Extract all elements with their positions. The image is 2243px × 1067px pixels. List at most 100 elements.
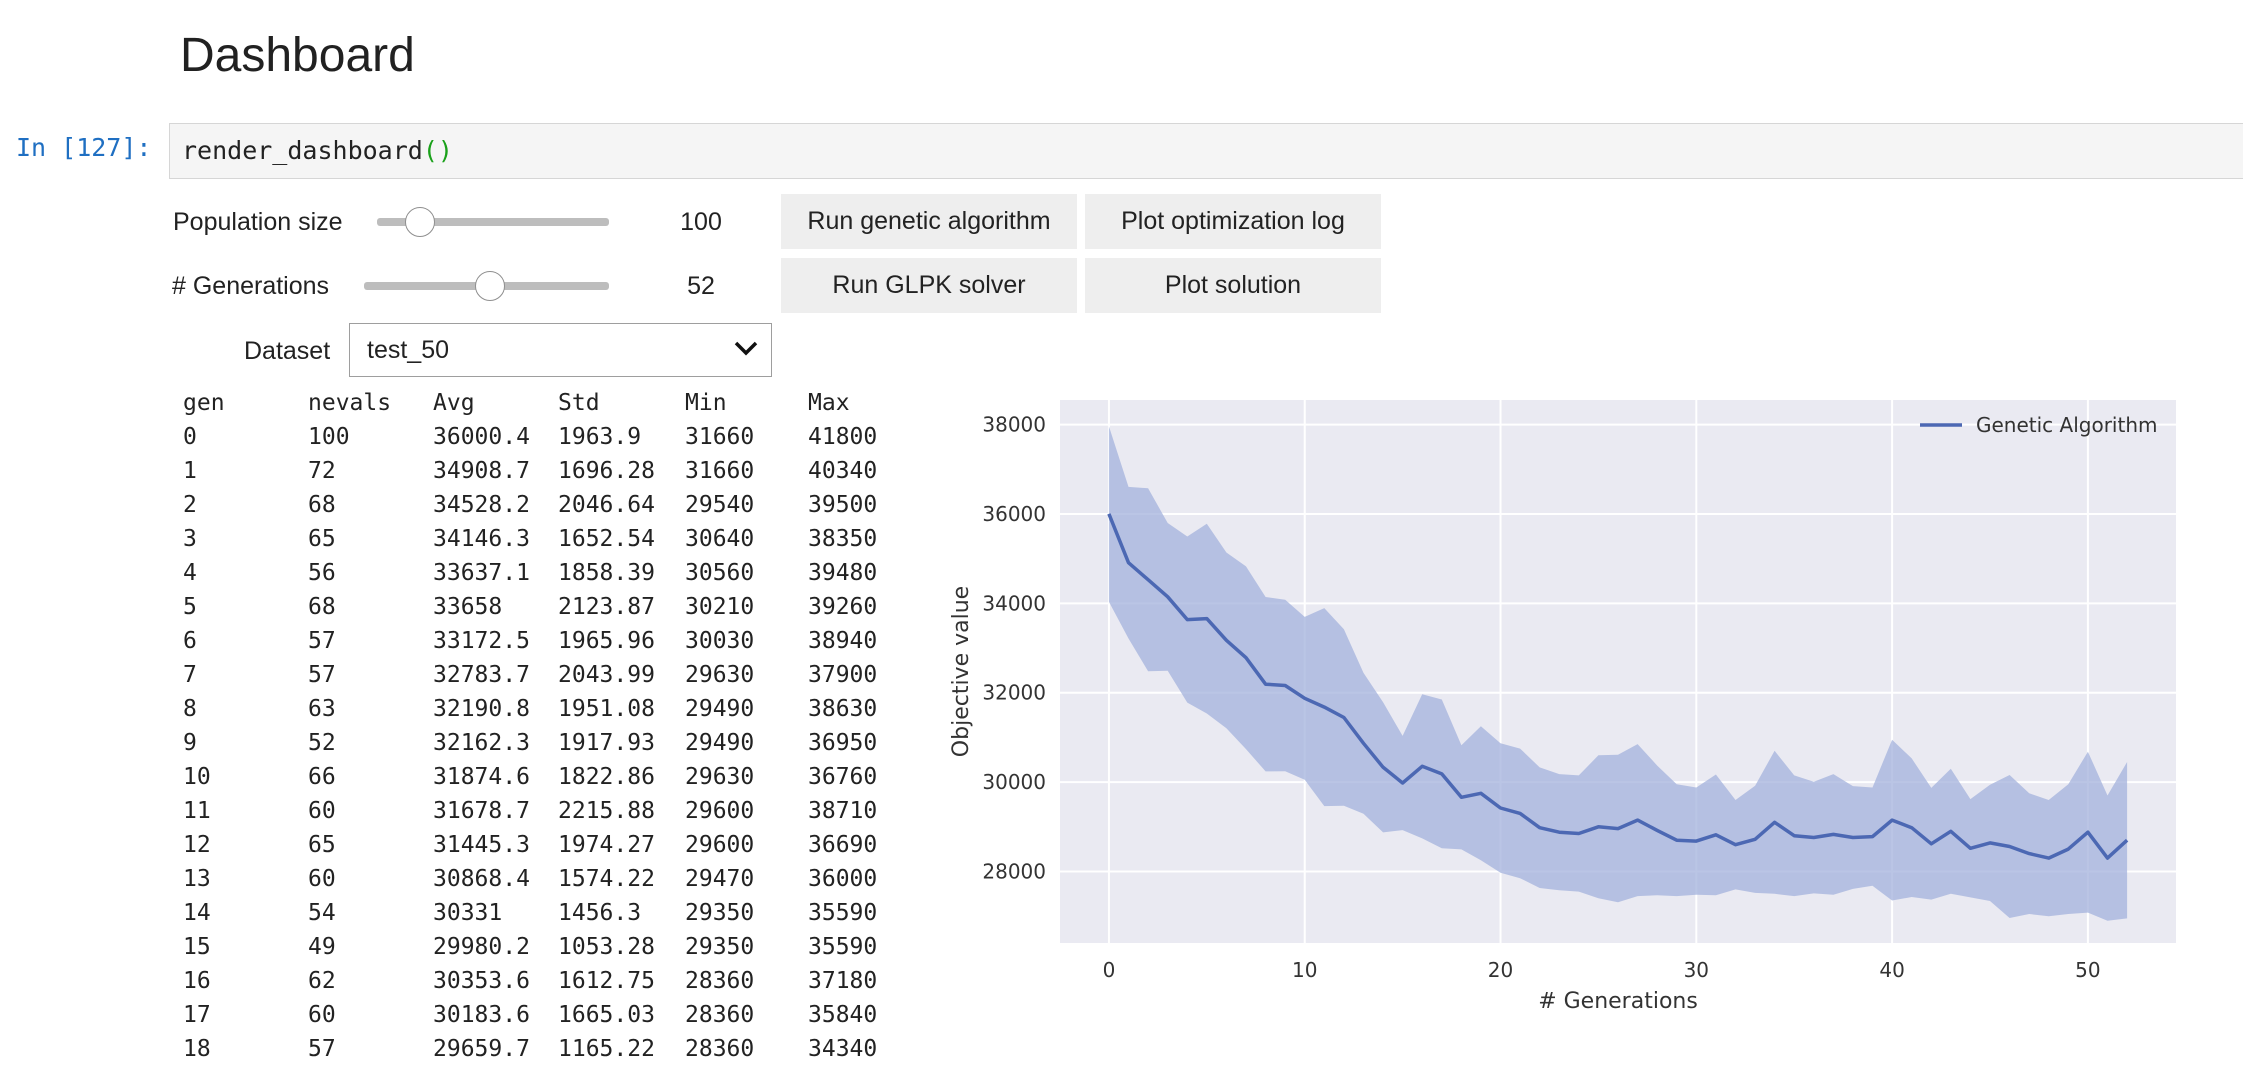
run-glpk-solver-button[interactable]: Run GLPK solver xyxy=(781,258,1077,313)
table-cell: 28360 xyxy=(685,1036,755,1062)
table-cell: 29600 xyxy=(685,832,755,858)
table-cell: 68 xyxy=(308,492,336,518)
plot-solution-button[interactable]: Plot solution xyxy=(1085,258,1381,313)
column-header: Min xyxy=(685,390,727,416)
table-row: 4 56 33637.1 1858.39 30560 39480 xyxy=(183,556,898,590)
table-row: 1 72 34908.7 1696.28 31660 40340 xyxy=(183,454,898,488)
table-cell: 1696.28 xyxy=(558,458,655,484)
table-cell: 31678.7 xyxy=(433,798,530,824)
run-genetic-algorithm-button[interactable]: Run genetic algorithm xyxy=(781,194,1077,249)
x-tick-label: 10 xyxy=(1292,958,1317,982)
x-tick-label: 0 xyxy=(1103,958,1116,982)
table-row: 9 52 32162.3 1917.93 29490 36950 xyxy=(183,726,898,760)
y-axis-label: Objective value xyxy=(949,586,974,757)
table-cell: 31660 xyxy=(685,424,755,450)
table-row: 3 65 34146.3 1652.54 30640 38350 xyxy=(183,522,898,556)
table-cell: 1917.93 xyxy=(558,730,655,756)
table-cell: 1612.75 xyxy=(558,968,655,994)
plot-optimization-log-button[interactable]: Plot optimization log xyxy=(1085,194,1381,249)
code-input[interactable]: render_dashboard() xyxy=(182,136,453,165)
dataset-selected-value: test_50 xyxy=(367,336,450,364)
table-cell: 35840 xyxy=(808,1002,878,1028)
table-cell: 28360 xyxy=(685,968,755,994)
population-size-slider[interactable] xyxy=(377,218,609,226)
table-row: 2 68 34528.2 2046.64 29540 39500 xyxy=(183,488,898,522)
column-header: gen xyxy=(183,390,225,416)
table-cell: 65 xyxy=(308,832,336,858)
table-cell: 36690 xyxy=(808,832,878,858)
table-cell: 2 xyxy=(183,492,197,518)
population-size-label: Population size xyxy=(173,208,343,236)
column-header: Std xyxy=(558,390,600,416)
generations-slider-handle[interactable] xyxy=(475,271,506,301)
table-cell: 30868.4 xyxy=(433,866,530,892)
table-row: 16 62 30353.6 1612.75 28360 37180 xyxy=(183,964,898,998)
table-cell: 41800 xyxy=(808,424,878,450)
table-cell: 34908.7 xyxy=(433,458,530,484)
table-cell: 31445.3 xyxy=(433,832,530,858)
table-cell: 62 xyxy=(308,968,336,994)
table-cell: 36950 xyxy=(808,730,878,756)
table-cell: 37180 xyxy=(808,968,878,994)
table-cell: 5 xyxy=(183,594,197,620)
table-cell: 29490 xyxy=(685,696,755,722)
dataset-dropdown[interactable]: test_50 xyxy=(349,323,772,377)
table-cell: 30353.6 xyxy=(433,968,530,994)
table-cell: 34340 xyxy=(808,1036,878,1062)
table-cell: 2046.64 xyxy=(558,492,655,518)
table-cell: 31874.6 xyxy=(433,764,530,790)
table-cell: 17 xyxy=(183,1002,211,1028)
table-row: 10 66 31874.6 1822.86 29630 36760 xyxy=(183,760,898,794)
generations-value: 52 xyxy=(687,272,715,300)
table-cell: 1822.86 xyxy=(558,764,655,790)
population-size-slider-handle[interactable] xyxy=(404,207,435,237)
y-tick-label: 32000 xyxy=(982,681,1046,705)
code-cell[interactable]: render_dashboard() xyxy=(169,123,2243,179)
table-row: 6 57 33172.5 1965.96 30030 38940 xyxy=(183,624,898,658)
table-row: 14 54 30331 1456.3 29350 35590 xyxy=(183,896,898,930)
chevron-down-icon xyxy=(734,341,758,356)
table-cell: 34528.2 xyxy=(433,492,530,518)
table-row: 11 60 31678.7 2215.88 29600 38710 xyxy=(183,794,898,828)
column-header: Avg xyxy=(433,390,475,416)
table-cell: 65 xyxy=(308,526,336,552)
table-cell: 38940 xyxy=(808,628,878,654)
y-tick-label: 38000 xyxy=(982,413,1046,437)
x-tick-label: 50 xyxy=(2075,958,2100,982)
table-cell: 18 xyxy=(183,1036,211,1062)
table-row: 7 57 32783.7 2043.99 29630 37900 xyxy=(183,658,898,692)
table-cell: 1665.03 xyxy=(558,1002,655,1028)
table-cell: 8 xyxy=(183,696,197,722)
table-cell: 40340 xyxy=(808,458,878,484)
table-header-row: gen nevals Avg Std Min Max xyxy=(183,386,898,420)
table-cell: 57 xyxy=(308,1036,336,1062)
table-cell: 36000 xyxy=(808,866,878,892)
table-cell: 33658 xyxy=(433,594,503,620)
table-cell: 1652.54 xyxy=(558,526,655,552)
table-cell: 29540 xyxy=(685,492,755,518)
column-header: nevals xyxy=(308,390,392,416)
table-cell: 4 xyxy=(183,560,197,586)
table-cell: 32162.3 xyxy=(433,730,530,756)
table-cell: 1 xyxy=(183,458,197,484)
table-cell: 100 xyxy=(308,424,350,450)
population-size-value: 100 xyxy=(680,208,722,236)
dataset-label: Dataset xyxy=(244,337,331,365)
table-cell: 60 xyxy=(308,798,336,824)
table-cell: 30560 xyxy=(685,560,755,586)
table-row: 8 63 32190.8 1951.08 29490 38630 xyxy=(183,692,898,726)
generations-label: # Generations xyxy=(172,272,330,300)
table-cell: 1965.96 xyxy=(558,628,655,654)
table-row: 13 60 30868.4 1574.22 29470 36000 xyxy=(183,862,898,896)
legend-label: Genetic Algorithm xyxy=(1976,413,2157,437)
table-cell: 1951.08 xyxy=(558,696,655,722)
table-cell: 30331 xyxy=(433,900,503,926)
table-cell: 7 xyxy=(183,662,197,688)
table-cell: 35590 xyxy=(808,900,878,926)
table-cell: 2043.99 xyxy=(558,662,655,688)
table-row: 18 57 29659.7 1165.22 28360 34340 xyxy=(183,1032,898,1066)
table-cell: 33172.5 xyxy=(433,628,530,654)
column-header: Max xyxy=(808,390,850,416)
table-cell: 57 xyxy=(308,628,336,654)
table-cell: 1165.22 xyxy=(558,1036,655,1062)
